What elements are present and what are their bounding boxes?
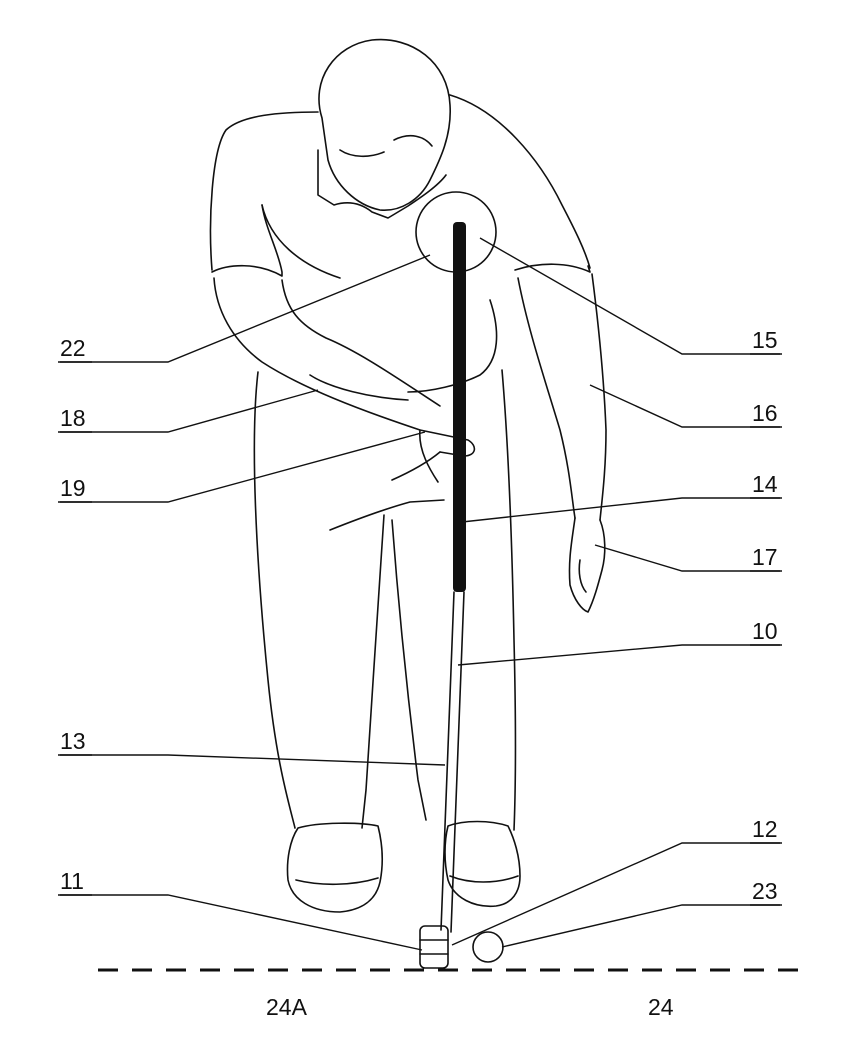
left-shoe: [287, 823, 382, 912]
head: [319, 40, 450, 211]
golf-ball: [473, 932, 503, 962]
label-24: 24: [648, 994, 674, 1020]
label-10: 10: [752, 618, 778, 644]
label-16: 16: [752, 400, 778, 426]
label-14: 14: [752, 471, 778, 497]
label-22: 22: [60, 335, 86, 361]
label-23: 23: [752, 878, 778, 904]
right-shoe: [445, 822, 520, 907]
label-11: 11: [60, 868, 84, 894]
left-sleeve: [212, 205, 282, 276]
label-15: 15: [752, 327, 778, 353]
putter-head: [420, 926, 448, 968]
label-17: 17: [752, 544, 778, 570]
trousers: [254, 370, 515, 830]
right-arm: [518, 274, 606, 520]
label-12: 12: [752, 816, 778, 842]
putter-shaft: [441, 592, 464, 932]
putter-grip: [453, 222, 466, 592]
left-hand: [330, 430, 444, 530]
shirt: [211, 95, 590, 392]
label-13: 13: [60, 728, 86, 754]
golfer-figure: [211, 40, 606, 968]
label-18: 18: [60, 405, 86, 431]
left-arm: [214, 278, 474, 456]
right-hand: [569, 518, 604, 612]
right-sleeve: [515, 264, 590, 272]
label-19: 19: [60, 475, 86, 501]
label-24a: 24A: [266, 994, 308, 1020]
collar: [318, 150, 446, 218]
leader-lines: [60, 238, 780, 950]
